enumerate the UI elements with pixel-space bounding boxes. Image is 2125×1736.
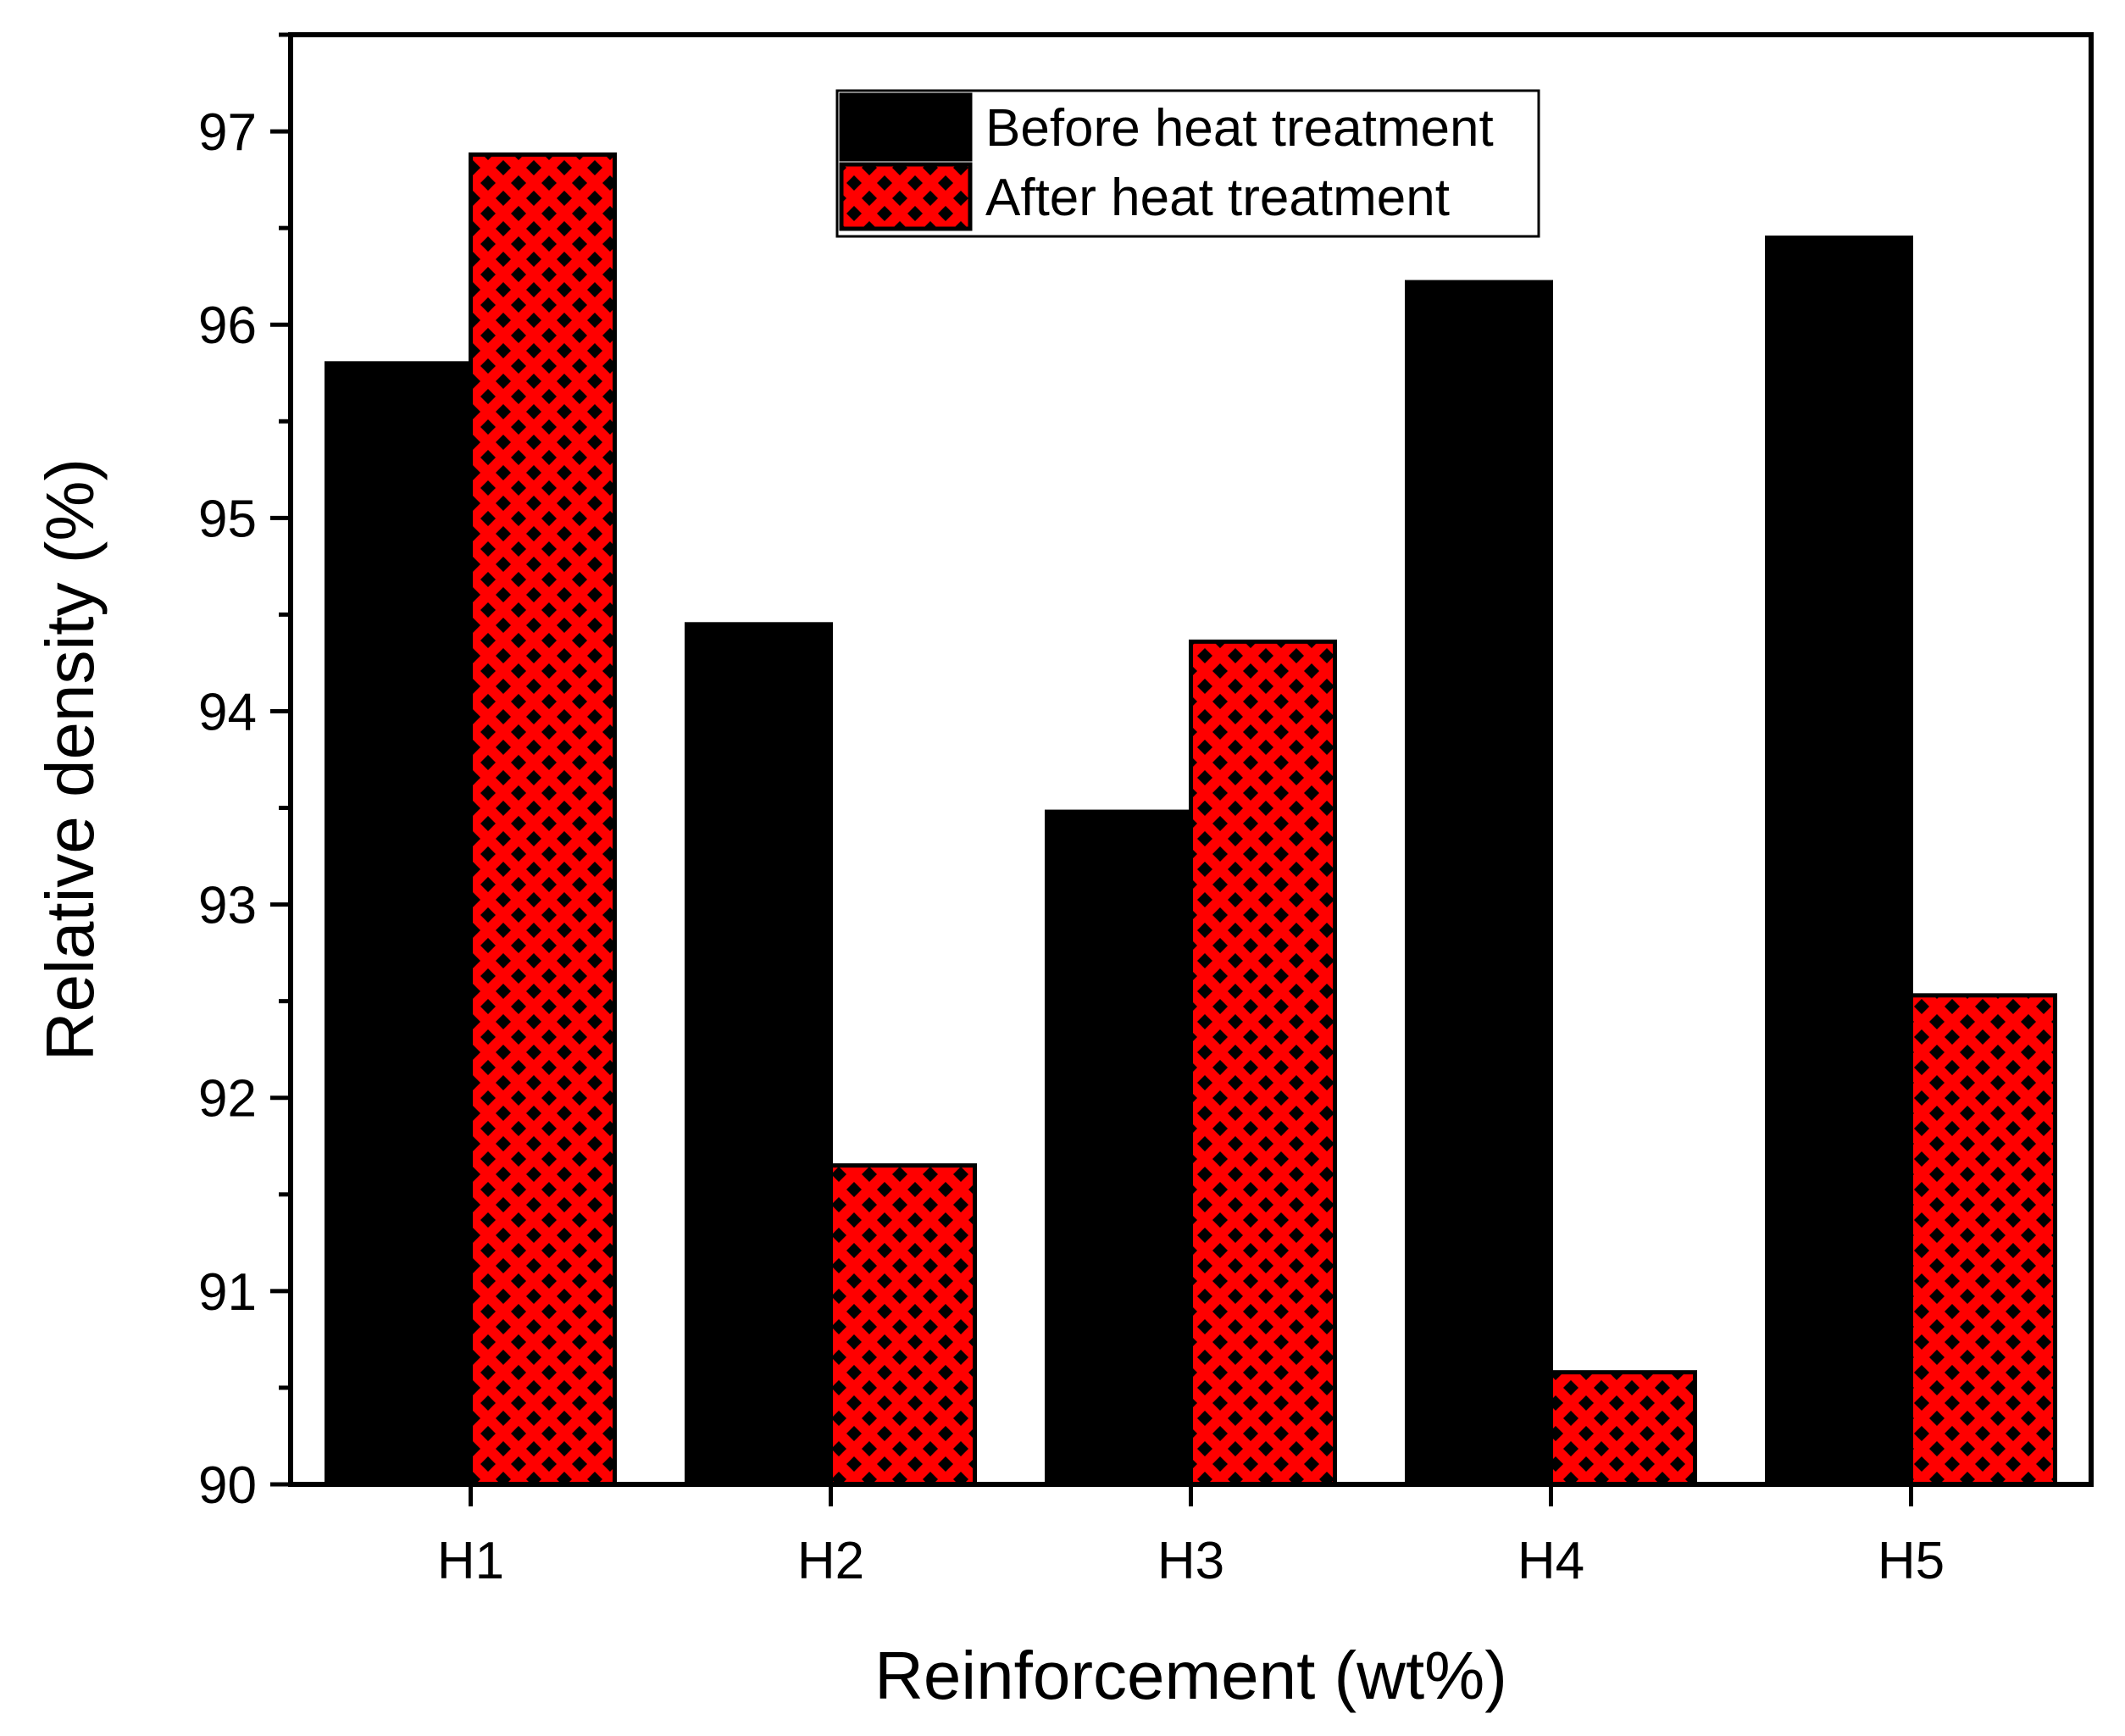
- legend-swatch-after: [839, 162, 973, 231]
- legend-label-after: After heat treatment: [985, 169, 1450, 227]
- x-tick-label: H4: [1517, 1532, 1584, 1590]
- bar-before-h2: [685, 622, 833, 1487]
- legend-swatch-before: [839, 92, 973, 162]
- x-axis: H1 H2 H3 H4 H5: [437, 1484, 1945, 1590]
- bar-after-h3: [1189, 639, 1337, 1487]
- y-tick-label: 90: [198, 1456, 257, 1515]
- y-tick-label: 92: [198, 1070, 257, 1129]
- x-axis-title: Reinforcement (wt%): [874, 1638, 1507, 1713]
- y-tick-label: 95: [198, 490, 257, 548]
- bar-before-h1: [325, 361, 473, 1487]
- y-tick-label: 96: [198, 297, 257, 355]
- bar-before-h3: [1045, 809, 1193, 1487]
- legend-label-before: Before heat treatment: [985, 99, 1494, 158]
- y-tick-label: 97: [198, 103, 257, 162]
- bar-after-h1: [469, 152, 617, 1487]
- bar-before-h5: [1765, 236, 1913, 1487]
- x-tick-label: H3: [1157, 1532, 1224, 1590]
- y-axis-title: Relative density (%): [32, 458, 108, 1061]
- bar-after-h4: [1549, 1370, 1697, 1487]
- bars-layer: [325, 152, 2057, 1487]
- y-axis: 90 91 92 93 94 95 96 97: [198, 32, 291, 1515]
- x-tick-label: H5: [1878, 1532, 1945, 1590]
- bar-after-h2: [829, 1163, 977, 1487]
- bar-after-h5: [1909, 993, 2057, 1487]
- y-tick-label: 93: [198, 877, 257, 935]
- legend: Before heat treatment After heat treatmen…: [835, 89, 1540, 238]
- bar-before-h4: [1405, 280, 1553, 1487]
- x-tick-label: H1: [437, 1532, 504, 1590]
- y-tick-label: 94: [198, 683, 257, 741]
- y-tick-label: 91: [198, 1263, 257, 1322]
- x-tick-label: H2: [797, 1532, 864, 1590]
